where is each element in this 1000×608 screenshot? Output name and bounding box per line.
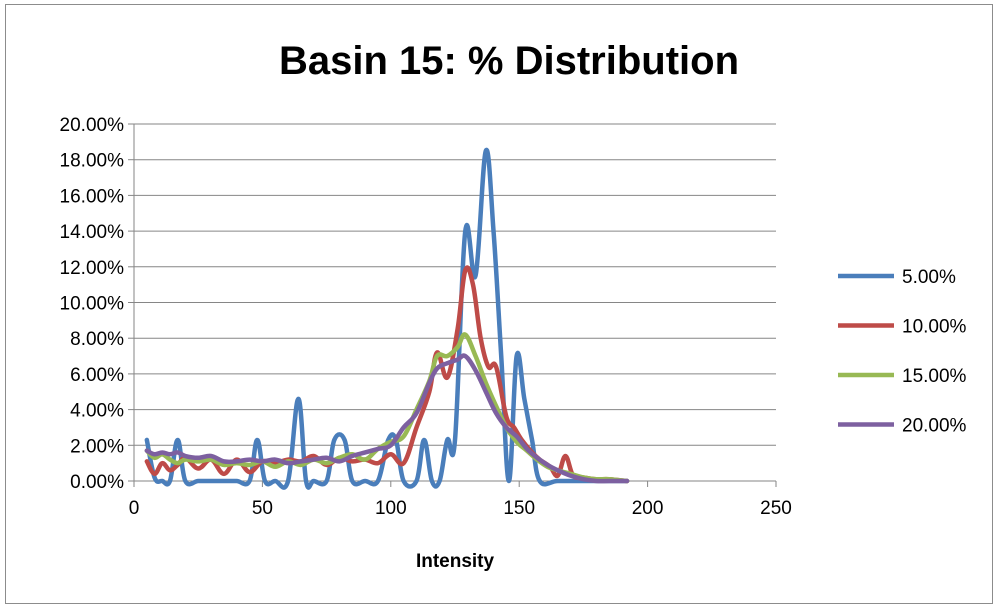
y-tick-label: 0.00% [70,472,124,493]
x-tick-label: 200 [632,498,664,519]
x-tick-label: 250 [760,498,792,519]
x-axis-label: Intensity [416,551,495,572]
series-line-4 [144,353,630,484]
x-axis-ticks: 0 50 100 150 200 250 [129,481,792,519]
x-tick-label: 100 [375,498,407,519]
series-lines [144,147,630,490]
y-tick-label: 14.00% [60,222,125,243]
legend-label-2: 10.00% [902,317,967,338]
y-tick-label: 12.00% [60,258,125,279]
x-tick-label: 0 [129,498,140,519]
y-tick-label: 2.00% [70,436,124,457]
y-tick-label: 6.00% [70,365,124,386]
x-tick-label: 50 [252,498,273,519]
y-tick-label: 4.00% [70,401,124,422]
y-tick-label: 20.00% [60,115,125,136]
legend-label-3: 15.00% [902,366,967,387]
legend-label-1: 5.00% [902,267,956,288]
y-tick-label: 8.00% [70,329,124,350]
legend-label-4: 20.00% [902,416,967,437]
y-axis-ticks: 0.00% 2.00% 4.00% 6.00% 8.00% 10.00% 12.00% 14.… [60,115,134,493]
legend: 5.00% 10.00% 15.00% 20.00% [838,267,967,437]
y-tick-label: 16.00% [60,186,125,207]
series-line-1 [144,147,630,490]
y-tick-label: 18.00% [60,151,125,172]
y-tick-label: 10.00% [60,294,125,315]
x-tick-label: 150 [503,498,535,519]
chart-title: Basin 15: % Distribution [279,39,739,83]
